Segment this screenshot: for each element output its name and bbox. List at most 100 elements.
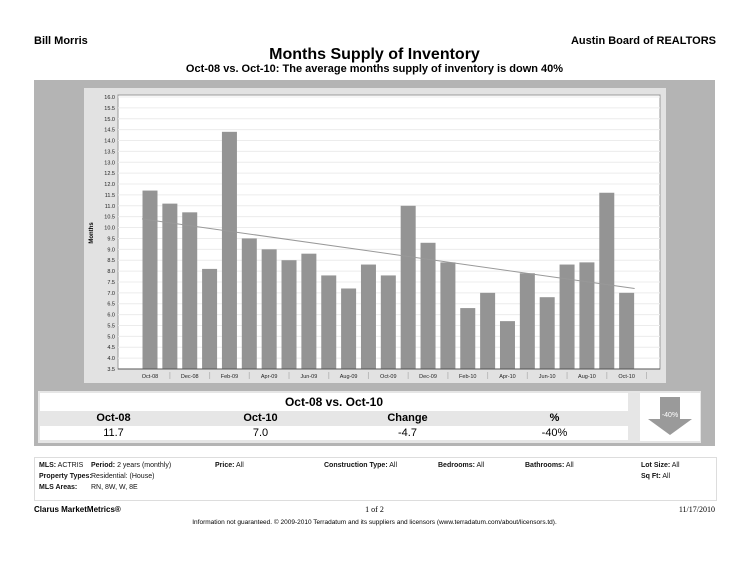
x-tick-label: Oct-08 [142, 374, 159, 380]
bedrooms-label: Bedrooms: [438, 462, 475, 469]
bar [301, 253, 317, 369]
bar [360, 264, 376, 369]
board-name: Austin Board of REALTORS [570, 35, 716, 47]
summary-header: Oct-08 [96, 412, 131, 424]
bar [202, 268, 218, 369]
bar [321, 275, 337, 369]
chart-box: 3.5 4.0 4.5 5.0 5.5 6.0 6.5 7.0 7.5 8.0 8.5 9.0 9.5 1… [84, 88, 666, 383]
x-tick-label: Jun-09 [300, 374, 317, 380]
page-title: Months Supply of Inventory [269, 46, 480, 63]
disclaimer: Information not guaranteed. © 2009-2010 … [192, 519, 557, 526]
y-tick-label: 13.5 [104, 149, 115, 155]
bar [559, 264, 575, 369]
x-tick-label: Oct-09 [380, 374, 397, 380]
bar-chart: 3.5 4.0 4.5 5.0 5.5 6.0 6.5 7.0 7.5 8.0 8.5 9.0 9.5 1… [89, 94, 661, 380]
property-types-value: Residential: (House) [91, 473, 155, 480]
bar [440, 262, 456, 369]
y-tick-label: 9.0 [107, 247, 115, 253]
bar [499, 321, 515, 369]
agent-name: Bill Morris [34, 35, 88, 47]
bar [341, 288, 357, 369]
bar [380, 275, 396, 369]
mls-value: ACTRIS [57, 462, 84, 469]
price-value: All [236, 462, 244, 469]
bar [539, 297, 555, 369]
y-axis-label: Months [89, 222, 95, 244]
y-tick-label: 15.0 [104, 117, 115, 123]
lot-size-label: Lot Size: [641, 462, 671, 469]
bar [281, 260, 297, 369]
y-tick-label: 12.0 [104, 182, 115, 188]
period-value: 2 years (monthly) [117, 462, 172, 469]
x-tick-label: Aug-10 [578, 374, 596, 380]
y-tick-label: 5.5 [107, 323, 115, 329]
y-tick-label: 12.5 [104, 171, 115, 177]
summary-value: -40% [541, 427, 568, 439]
summary-header: Oct-10 [243, 412, 278, 424]
x-tick-label: Dec-08 [181, 374, 199, 380]
x-tick-label: Aug-09 [340, 374, 358, 380]
y-tick-label: 13.0 [104, 160, 115, 166]
y-tick-label: 10.0 [104, 226, 115, 232]
x-tick-label: Apr-10 [499, 374, 516, 380]
x-tick-label: Feb-10 [459, 374, 476, 380]
period-label: Period: [91, 462, 116, 469]
bar [221, 131, 237, 369]
x-tick-label: Feb-09 [221, 374, 238, 380]
y-tick-label: 15.5 [104, 106, 115, 112]
change-arrow-box: -40% [640, 393, 700, 441]
bar [142, 190, 158, 369]
bar [241, 238, 257, 369]
page-subtitle: Oct-08 vs. Oct-10: The average months su… [185, 63, 564, 75]
page-number: 1 of 2 [365, 505, 384, 514]
y-tick-label: 4.5 [107, 345, 115, 351]
y-tick-label: 5.0 [107, 334, 115, 340]
y-tick-label: 9.5 [107, 236, 115, 242]
y-tick-label: 14.0 [104, 139, 115, 145]
trend-line [141, 218, 635, 289]
sqft-value: All [662, 473, 671, 480]
summary-value: 7.0 [252, 427, 269, 439]
y-tick-label: 8.0 [107, 269, 115, 275]
down-arrow-icon [648, 397, 692, 435]
construction-label: Construction Type: [324, 462, 388, 469]
y-tick-label: 6.5 [107, 302, 115, 308]
bathrooms-label: Bathrooms: [525, 462, 565, 469]
summary-value: -4.7 [398, 427, 417, 439]
summary-header: % [549, 412, 560, 424]
bar [162, 203, 178, 369]
y-tick-label: 3.5 [107, 367, 115, 373]
bar [420, 242, 436, 369]
y-tick-label: 7.5 [107, 280, 115, 286]
bathrooms-value: All [565, 462, 574, 469]
summary-value: 11.7 [103, 427, 124, 439]
bar [619, 292, 635, 369]
mls-label: MLS: [39, 462, 57, 469]
filters-box: MLS: ACTRIS Period: 2 years (monthly) Pr… [34, 457, 717, 501]
construction-value: All [389, 462, 397, 469]
arrow-label: -40% [661, 412, 679, 419]
x-tick-label: Apr-09 [261, 374, 278, 380]
bar [460, 308, 476, 369]
report-date: 11/17/2010 [678, 505, 715, 514]
x-tick-label: Oct-10 [618, 374, 635, 380]
lot-size-value: All [671, 462, 680, 469]
property-types-label: Property Types: [39, 473, 92, 480]
summary-header-row: Oct-08 Oct-10 Change% [40, 411, 628, 426]
y-tick-label: 4.0 [107, 356, 115, 362]
y-tick-label: 16.0 [104, 95, 115, 101]
y-tick-label: 11.5 [105, 193, 115, 199]
y-tick-label: 6.0 [107, 313, 115, 319]
footer-brand: Clarus MarketMetrics® [34, 505, 121, 514]
price-label: Price: [215, 462, 235, 469]
bar [261, 249, 277, 369]
mls-areas-value: RN, 8W, W, 8E [91, 484, 138, 491]
bedrooms-value: All [476, 462, 485, 469]
summary-title: Oct-08 vs. Oct-10 [40, 393, 628, 411]
bar [480, 292, 496, 369]
y-tick-label: 14.5 [104, 128, 115, 134]
bar [400, 205, 416, 369]
y-tick-label: 8.5 [107, 258, 115, 264]
x-tick-label: Jun-10 [539, 374, 556, 380]
